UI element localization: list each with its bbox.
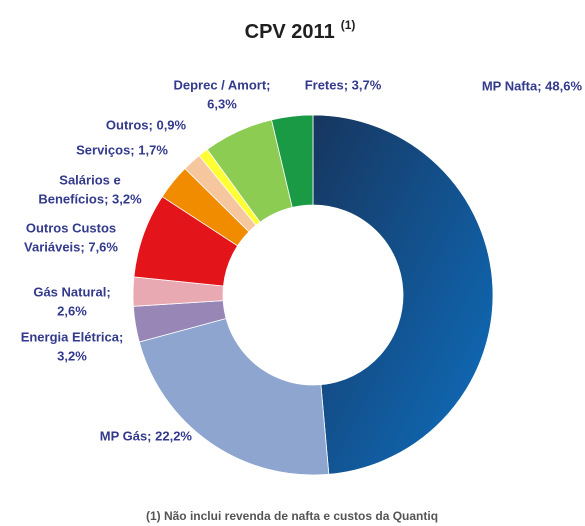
data-label: MP Gás; 22,2% — [100, 428, 193, 443]
data-label: Serviços; 1,7% — [76, 142, 168, 157]
data-label: Gás Natural; — [33, 284, 110, 299]
slice — [271, 114, 314, 208]
footnote: (1) Não inclui revenda de nafta e custos… — [146, 509, 438, 523]
data-label: MP Nafta; 48,6% — [482, 78, 583, 93]
data-label: 2,6% — [57, 303, 87, 318]
data-label: Variáveis; 7,6% — [24, 239, 118, 254]
data-label: 3,2% — [57, 348, 87, 363]
data-label: Outros; 0,9% — [106, 117, 187, 132]
data-label: Benefícios; 3,2% — [38, 191, 142, 206]
slice — [312, 114, 494, 475]
chart-title: CPV 2011 (1) — [245, 18, 356, 43]
data-label: Salários e — [59, 172, 120, 187]
data-label: Deprec / Amort; — [173, 77, 270, 92]
data-label: Energia Elétrica; — [21, 329, 124, 344]
data-label: Outros Custos — [26, 220, 116, 235]
slice — [138, 317, 330, 476]
data-label: Fretes; 3,7% — [305, 77, 382, 92]
data-label: 6,3% — [207, 96, 237, 111]
